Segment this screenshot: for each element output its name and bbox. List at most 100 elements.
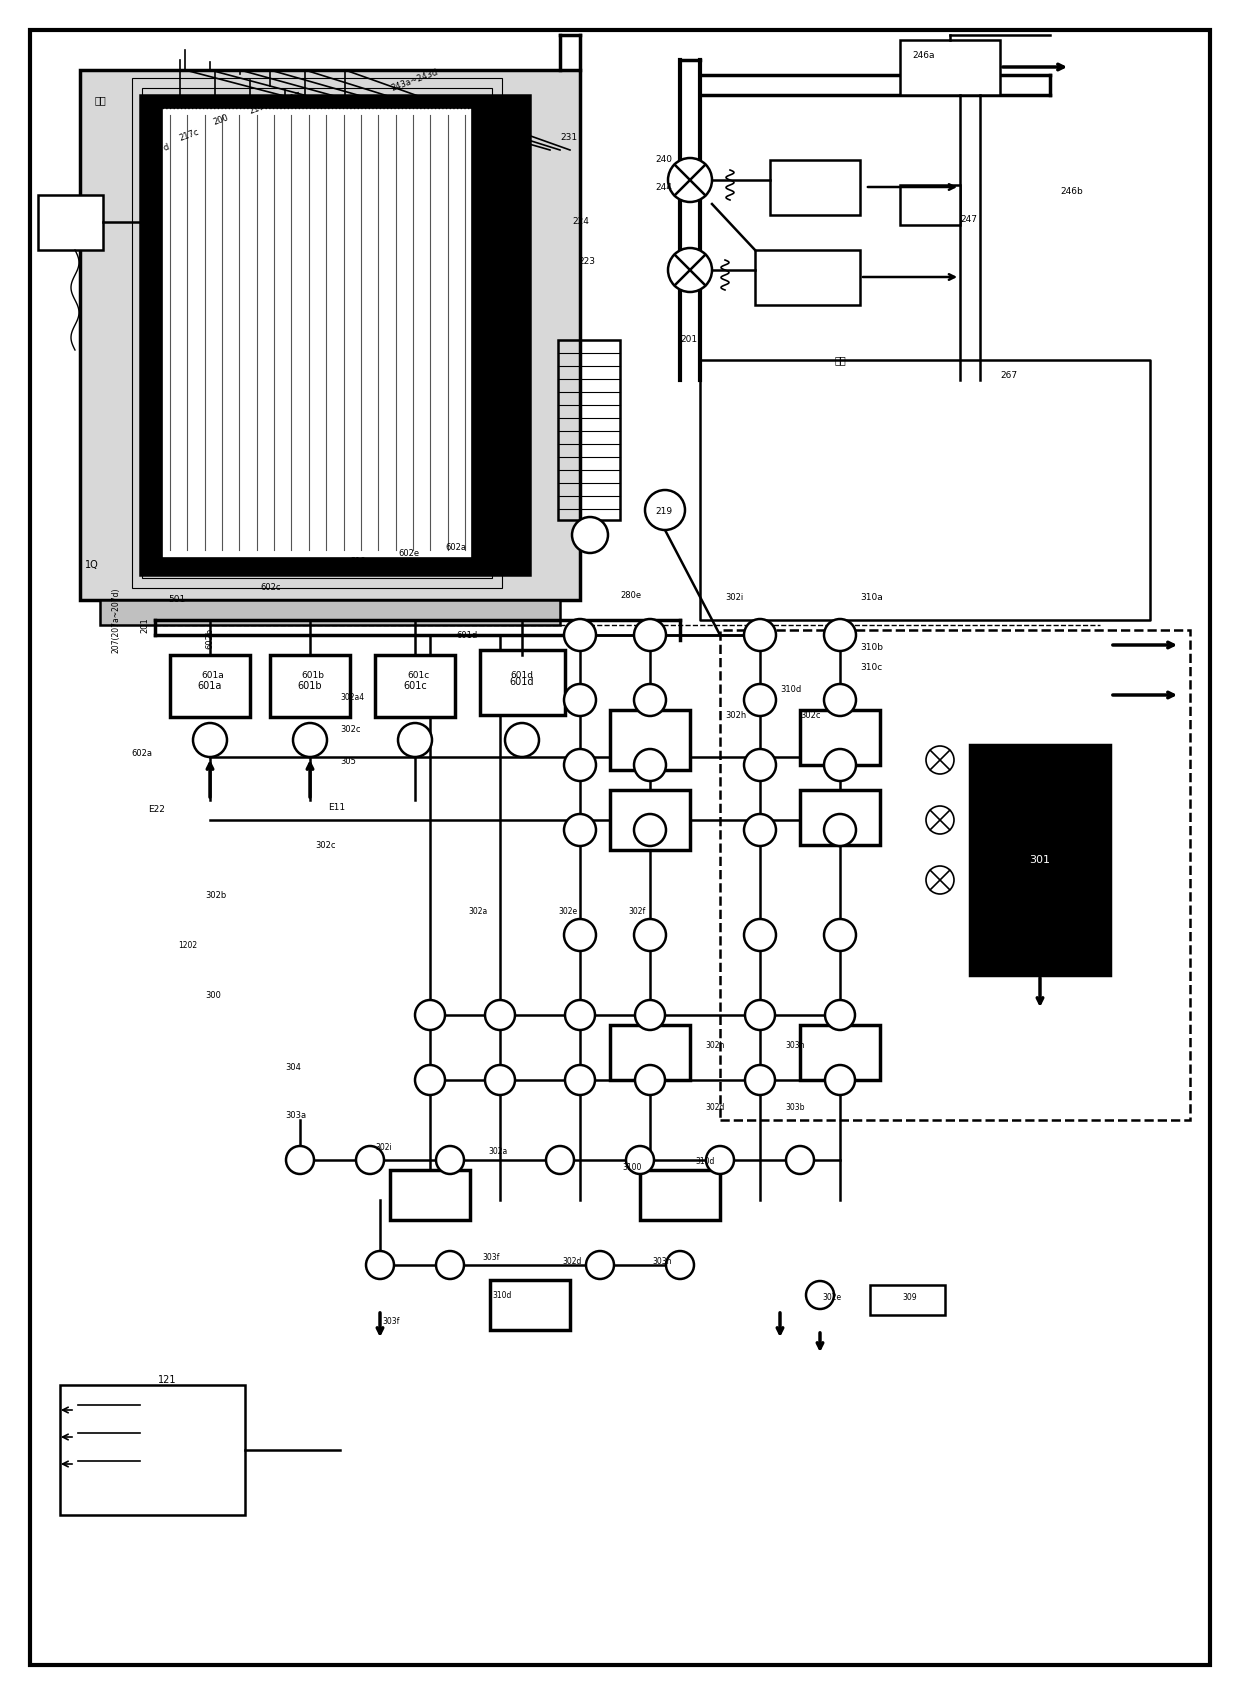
Text: 601c: 601c	[403, 681, 427, 692]
Bar	[900, 185, 960, 225]
Text: 207(207a~207d): 207(207a~207d)	[112, 586, 122, 653]
Circle shape	[926, 746, 954, 775]
Circle shape	[645, 490, 684, 531]
Text: 304: 304	[285, 1063, 301, 1073]
Text: 219: 219	[655, 507, 672, 517]
Text: 302b: 302b	[205, 890, 226, 900]
Text: 310a: 310a	[861, 593, 883, 602]
Circle shape	[564, 749, 596, 781]
Text: 303f: 303f	[382, 1317, 399, 1327]
Text: 302h: 302h	[725, 710, 746, 719]
Text: 243a~243d: 243a~243d	[391, 68, 439, 93]
Text: 301: 301	[1029, 854, 1050, 864]
Text: 601b: 601b	[298, 681, 322, 692]
Text: 302c: 302c	[315, 841, 336, 849]
Bar	[770, 159, 861, 215]
Bar	[170, 654, 250, 717]
Text: 219: 219	[350, 558, 366, 566]
Circle shape	[293, 724, 327, 758]
Text: 303a: 303a	[285, 1110, 306, 1119]
Text: 3100: 3100	[622, 1163, 641, 1173]
Text: 224: 224	[572, 217, 589, 227]
Text: 300: 300	[205, 990, 221, 1000]
Text: 217d: 217d	[148, 142, 171, 158]
Text: 602a: 602a	[445, 542, 466, 551]
Bar	[870, 1285, 945, 1315]
Circle shape	[356, 1146, 384, 1175]
Circle shape	[926, 866, 954, 893]
Text: 601d: 601d	[456, 631, 477, 639]
Circle shape	[564, 919, 596, 951]
Circle shape	[587, 1251, 614, 1280]
Text: 121: 121	[157, 1375, 176, 1385]
Circle shape	[825, 619, 856, 651]
Text: 601d: 601d	[511, 671, 533, 680]
Circle shape	[745, 1064, 775, 1095]
Bar	[140, 95, 529, 575]
Bar	[374, 654, 455, 717]
Text: 217b: 217b	[305, 568, 326, 576]
Text: 200: 200	[212, 114, 229, 127]
Text: 601a: 601a	[202, 671, 224, 680]
Text: 217: 217	[285, 92, 303, 105]
Bar	[270, 654, 350, 717]
Circle shape	[415, 1000, 445, 1031]
Circle shape	[706, 1146, 734, 1175]
Circle shape	[666, 1251, 694, 1280]
Circle shape	[634, 919, 666, 951]
Circle shape	[564, 814, 596, 846]
Text: 601b: 601b	[301, 671, 325, 680]
Text: 601a: 601a	[198, 681, 222, 692]
Text: 310b: 310b	[861, 644, 883, 653]
Text: 302c: 302c	[800, 710, 821, 719]
Text: 302a4: 302a4	[340, 693, 365, 702]
Circle shape	[565, 1000, 595, 1031]
Text: 302e: 302e	[822, 1293, 841, 1302]
Text: 602c: 602c	[260, 583, 280, 593]
Text: 303f: 303f	[482, 1254, 500, 1263]
Circle shape	[505, 724, 539, 758]
Text: 302d: 302d	[562, 1258, 582, 1266]
Text: 217a: 217a	[248, 100, 270, 115]
Circle shape	[825, 814, 856, 846]
Circle shape	[825, 1000, 856, 1031]
Text: 302e: 302e	[558, 907, 577, 917]
Text: 305: 305	[340, 758, 356, 766]
Text: 501: 501	[167, 595, 185, 605]
Bar	[143, 88, 492, 578]
Circle shape	[825, 1064, 856, 1095]
Bar	[970, 746, 1110, 975]
Bar	[157, 103, 477, 563]
Circle shape	[825, 919, 856, 951]
Circle shape	[286, 1146, 314, 1175]
Circle shape	[634, 619, 666, 651]
Text: 240: 240	[655, 156, 672, 164]
Bar	[480, 649, 565, 715]
Circle shape	[366, 1251, 394, 1280]
Bar	[610, 1025, 689, 1080]
Text: 267: 267	[999, 371, 1017, 380]
Circle shape	[744, 619, 776, 651]
Text: 602e: 602e	[398, 549, 419, 558]
Circle shape	[635, 1000, 665, 1031]
Text: 601c: 601c	[407, 671, 429, 680]
Text: 302h: 302h	[706, 1041, 724, 1049]
Text: E22: E22	[148, 805, 165, 815]
Text: 201: 201	[680, 336, 697, 344]
Circle shape	[825, 749, 856, 781]
Text: 303h: 303h	[652, 1258, 672, 1266]
Circle shape	[926, 807, 954, 834]
Text: 310d: 310d	[694, 1158, 714, 1166]
Circle shape	[485, 1064, 515, 1095]
Text: E11: E11	[329, 803, 345, 812]
Circle shape	[564, 619, 596, 651]
Bar	[391, 1170, 470, 1220]
Bar	[755, 249, 861, 305]
Text: 602b: 602b	[206, 627, 215, 649]
Bar	[150, 97, 484, 570]
Text: 310e: 310e	[1060, 754, 1083, 763]
Circle shape	[415, 1064, 445, 1095]
Bar	[610, 790, 689, 849]
Circle shape	[744, 814, 776, 846]
Circle shape	[634, 749, 666, 781]
